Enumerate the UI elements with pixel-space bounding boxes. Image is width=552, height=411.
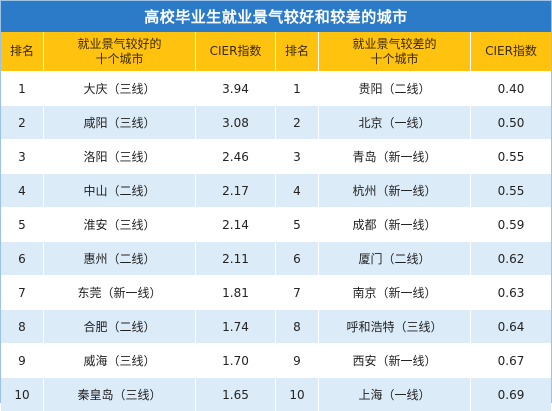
header-city-left: 就业景气较好的 十个城市 <box>44 32 196 71</box>
rank-right-cell: 6 <box>276 241 319 275</box>
rank-left-cell: 4 <box>1 173 44 207</box>
index-right-cell: 0.55 <box>471 173 551 207</box>
index-right-cell: 0.67 <box>471 343 551 377</box>
index-right-cell: 0.40 <box>471 71 551 105</box>
index-left-cell: 2.46 <box>196 139 276 173</box>
rank-left-cell: 2 <box>1 105 44 139</box>
table-row: 2 咸阳（三线） 3.08 2 北京（一线） 0.50 <box>1 105 551 139</box>
rank-left-cell: 7 <box>1 275 44 309</box>
city-left-cell: 大庆（三线） <box>44 71 196 105</box>
city-right-cell: 厦门（二线） <box>319 241 471 275</box>
index-left-cell: 1.74 <box>196 309 276 343</box>
header-rank-left: 排名 <box>1 32 44 71</box>
table-row: 6 惠州（二线） 2.11 6 厦门（二线） 0.62 <box>1 241 551 275</box>
table-row: 7 东莞（新一线） 1.81 7 南京（新一线） 0.63 <box>1 275 551 309</box>
rank-left-cell: 6 <box>1 241 44 275</box>
header-index-right: CIER指数 <box>471 32 551 71</box>
index-left-cell: 2.17 <box>196 173 276 207</box>
city-ranking-table: 排名 就业景气较好的 十个城市 CIER指数 排名 就业景气较差的 十个城市 C… <box>1 32 551 411</box>
index-right-cell: 0.59 <box>471 207 551 241</box>
table-row: 1 大庆（三线） 3.94 1 贵阳（二线） 0.40 <box>1 71 551 105</box>
city-left-cell: 合肥（二线） <box>44 309 196 343</box>
city-right-cell: 南京（新一线） <box>319 275 471 309</box>
city-left-cell: 威海（三线） <box>44 343 196 377</box>
index-left-cell: 2.14 <box>196 207 276 241</box>
index-left-cell: 1.65 <box>196 377 276 411</box>
rank-right-cell: 8 <box>276 309 319 343</box>
table-row: 5 淮安（三线） 2.14 5 成都（新一线） 0.59 <box>1 207 551 241</box>
city-right-cell: 上海（一线） <box>319 377 471 411</box>
rank-right-cell: 1 <box>276 71 319 105</box>
index-right-cell: 0.63 <box>471 275 551 309</box>
city-right-cell: 青岛（新一线） <box>319 139 471 173</box>
city-left-cell: 秦皇岛（三线） <box>44 377 196 411</box>
table-row: 9 威海（三线） 1.70 9 西安（新一线） 0.67 <box>1 343 551 377</box>
rank-right-cell: 5 <box>276 207 319 241</box>
rank-right-cell: 3 <box>276 139 319 173</box>
header-rank-right: 排名 <box>276 32 319 71</box>
index-left-cell: 1.70 <box>196 343 276 377</box>
city-right-cell: 北京（一线） <box>319 105 471 139</box>
rank-right-cell: 4 <box>276 173 319 207</box>
header-city-right: 就业景气较差的 十个城市 <box>319 32 471 71</box>
rank-left-cell: 1 <box>1 71 44 105</box>
city-left-cell: 中山（二线） <box>44 173 196 207</box>
index-right-cell: 0.62 <box>471 241 551 275</box>
header-city-left-line2: 十个城市 <box>95 51 144 66</box>
header-city-left-line1: 就业景气较好的 <box>77 36 162 51</box>
index-right-cell: 0.50 <box>471 105 551 139</box>
city-right-cell: 西安（新一线） <box>319 343 471 377</box>
rank-left-cell: 8 <box>1 309 44 343</box>
city-right-cell: 呼和浩特（三线） <box>319 309 471 343</box>
table-body: 1 大庆（三线） 3.94 1 贵阳（二线） 0.40 2 咸阳（三线） 3.08 2 北京（一线）… <box>1 71 551 411</box>
index-left-cell: 3.08 <box>196 105 276 139</box>
rank-left-cell: 5 <box>1 207 44 241</box>
header-city-right-line1: 就业景气较差的 <box>352 36 437 51</box>
rank-left-cell: 9 <box>1 343 44 377</box>
index-left-cell: 1.81 <box>196 275 276 309</box>
index-left-cell: 2.11 <box>196 241 276 275</box>
table-row: 4 中山（二线） 2.17 4 杭州（新一线） 0.55 <box>1 173 551 207</box>
rank-right-cell: 10 <box>276 377 319 411</box>
city-left-cell: 东莞（新一线） <box>44 275 196 309</box>
table-title: 高校毕业生就业景气较好和较差的城市 <box>1 1 551 32</box>
table-row: 8 合肥（二线） 1.74 8 呼和浩特（三线） 0.64 <box>1 309 551 343</box>
city-left-cell: 洛阳（三线） <box>44 139 196 173</box>
index-right-cell: 0.69 <box>471 377 551 411</box>
city-right-cell: 杭州（新一线） <box>319 173 471 207</box>
city-right-cell: 成都（新一线） <box>319 207 471 241</box>
rank-right-cell: 7 <box>276 275 319 309</box>
rank-right-cell: 2 <box>276 105 319 139</box>
index-right-cell: 0.55 <box>471 139 551 173</box>
city-left-cell: 惠州（二线） <box>44 241 196 275</box>
header-index-left: CIER指数 <box>196 32 276 71</box>
table-row: 3 洛阳（三线） 2.46 3 青岛（新一线） 0.55 <box>1 139 551 173</box>
rank-left-cell: 10 <box>1 377 44 411</box>
index-left-cell: 3.94 <box>196 71 276 105</box>
index-right-cell: 0.64 <box>471 309 551 343</box>
header-row: 排名 就业景气较好的 十个城市 CIER指数 排名 就业景气较差的 十个城市 C… <box>1 32 551 71</box>
table-row: 10 秦皇岛（三线） 1.65 10 上海（一线） 0.69 <box>1 377 551 411</box>
city-right-cell: 贵阳（二线） <box>319 71 471 105</box>
rank-left-cell: 3 <box>1 139 44 173</box>
city-left-cell: 淮安（三线） <box>44 207 196 241</box>
header-city-right-line2: 十个城市 <box>370 51 419 66</box>
rank-right-cell: 9 <box>276 343 319 377</box>
city-left-cell: 咸阳（三线） <box>44 105 196 139</box>
